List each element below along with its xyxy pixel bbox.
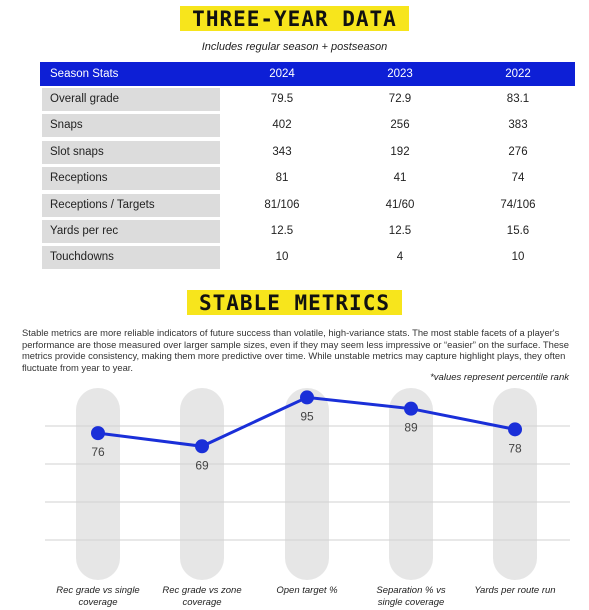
column-pill [493, 388, 537, 580]
cell-value: 12.5 [388, 225, 412, 237]
x-tick-label: Rec grade vs single coverage [56, 585, 140, 608]
cell-value: 41/60 [385, 199, 415, 211]
point [91, 426, 105, 441]
value-label: 69 [195, 458, 209, 472]
cell-value: 79.5 [270, 93, 294, 105]
row-label: Overall grade [42, 88, 220, 111]
cell-value: 10 [275, 251, 289, 263]
cell-value: 74/106 [500, 199, 536, 211]
column-pill [389, 388, 433, 580]
cell-value: 276 [508, 146, 528, 158]
value-label: 95 [300, 409, 314, 423]
section-title: STABLE METRICS [186, 290, 402, 315]
row-label: Receptions [42, 167, 220, 190]
column-header: 2022 [505, 68, 531, 80]
title-row: STABLE METRICS [0, 290, 589, 315]
cell-value: 10 [511, 251, 525, 263]
subtitle: Includes regular season + postseason [201, 41, 388, 53]
point [404, 401, 418, 416]
x-tick-label: Rec grade vs zone coverage [162, 585, 242, 608]
column-pill [76, 388, 120, 580]
cell-value: 81/106 [264, 199, 300, 211]
value-label: 78 [508, 441, 522, 455]
cell-value: 192 [390, 146, 410, 158]
column-pill [180, 388, 224, 580]
x-tick-label: Separation % vs single coverage [376, 585, 446, 608]
cell-value: 81 [275, 172, 289, 184]
value-label: 89 [404, 421, 418, 435]
note: *values represent percentile rank [430, 372, 569, 383]
title-row: THREE-YEAR DATA [0, 6, 589, 31]
page-title: THREE-YEAR DATA [180, 6, 409, 31]
cell-value: 41 [393, 172, 407, 184]
cell-value: 383 [508, 119, 528, 131]
point [300, 390, 314, 405]
x-tick-label: Open target % [276, 585, 338, 596]
cell-value: 4 [396, 251, 404, 263]
cell-value: 12.5 [270, 225, 294, 237]
cell-value: 74 [511, 172, 525, 184]
point [508, 422, 522, 437]
cell-value: 83.1 [506, 93, 530, 105]
cell-value: 402 [272, 119, 292, 131]
x-tick-label: Yards per route run [474, 585, 556, 596]
value-label: 76 [91, 445, 105, 459]
column-header: 2024 [269, 68, 295, 80]
row-label: Yards per rec [42, 220, 220, 243]
cell-value: 72.9 [388, 93, 412, 105]
body-text: Stable metrics are more reliable indicat… [22, 327, 569, 373]
column-pill [285, 388, 329, 580]
cell-value: 256 [390, 119, 410, 131]
row-label: Touchdowns [42, 246, 220, 269]
row-label: Snaps [42, 114, 220, 137]
cell-value: 343 [272, 146, 292, 158]
row-label: Slot snaps [42, 141, 220, 164]
column-header: 2023 [387, 68, 413, 80]
point [195, 439, 209, 454]
column-header: Season Stats [50, 68, 119, 80]
table-header [40, 62, 575, 86]
cell-value: 15.6 [506, 225, 530, 237]
row-label: Receptions / Targets [42, 194, 220, 217]
